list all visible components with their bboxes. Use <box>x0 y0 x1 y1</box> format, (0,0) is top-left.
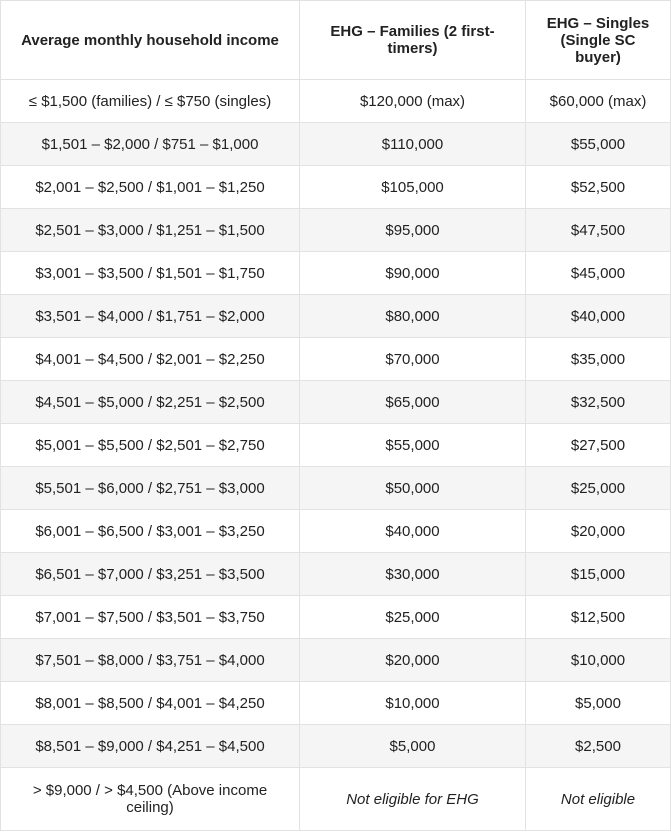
income-cell: $7,001 – $7,500 / $3,501 – $3,750 <box>0 595 300 639</box>
families-grant-cell: $30,000 <box>299 552 526 596</box>
table-row: $8,001 – $8,500 / $4,001 – $4,250 $10,00… <box>0 681 671 725</box>
income-cell: $6,501 – $7,000 / $3,251 – $3,500 <box>0 552 300 596</box>
income-cell: $8,501 – $9,000 / $4,251 – $4,500 <box>0 724 300 768</box>
header-singles: EHG – Singles (Single SC buyer) <box>525 0 671 80</box>
singles-grant-cell: $35,000 <box>525 337 671 381</box>
table-row: $6,001 – $6,500 / $3,001 – $3,250 $40,00… <box>0 509 671 553</box>
families-grant-cell: $55,000 <box>299 423 526 467</box>
header-row: Average monthly household income EHG – F… <box>0 0 671 80</box>
singles-grant-cell: $10,000 <box>525 638 671 682</box>
table-row: $4,001 – $4,500 / $2,001 – $2,250 $70,00… <box>0 337 671 381</box>
singles-grant-cell: $60,000 (max) <box>525 79 671 123</box>
families-grant-cell: $50,000 <box>299 466 526 510</box>
singles-grant-cell: $15,000 <box>525 552 671 596</box>
families-grant-cell: $40,000 <box>299 509 526 553</box>
singles-grant-cell: $25,000 <box>525 466 671 510</box>
table-row: ≤ $1,500 (families) / ≤ $750 (singles) $… <box>0 79 671 123</box>
header-families: EHG – Families (2 first-timers) <box>299 0 526 80</box>
table-row: $7,501 – $8,000 / $3,751 – $4,000 $20,00… <box>0 638 671 682</box>
income-cell: $2,501 – $3,000 / $1,251 – $1,500 <box>0 208 300 252</box>
income-cell: $2,001 – $2,500 / $1,001 – $1,250 <box>0 165 300 209</box>
singles-grant-cell: $5,000 <box>525 681 671 725</box>
table-row: $8,501 – $9,000 / $4,251 – $4,500 $5,000… <box>0 724 671 768</box>
singles-grant-cell: $12,500 <box>525 595 671 639</box>
income-cell: $7,501 – $8,000 / $3,751 – $4,000 <box>0 638 300 682</box>
income-cell: ≤ $1,500 (families) / ≤ $750 (singles) <box>0 79 300 123</box>
table-row: $3,001 – $3,500 / $1,501 – $1,750 $90,00… <box>0 251 671 295</box>
families-grant-cell: $120,000 (max) <box>299 79 526 123</box>
families-grant-cell: $65,000 <box>299 380 526 424</box>
income-cell: $1,501 – $2,000 / $751 – $1,000 <box>0 122 300 166</box>
families-grant-cell: $80,000 <box>299 294 526 338</box>
families-grant-cell: $20,000 <box>299 638 526 682</box>
families-grant-cell: $10,000 <box>299 681 526 725</box>
singles-grant-cell: $2,500 <box>525 724 671 768</box>
table-row: $4,501 – $5,000 / $2,251 – $2,500 $65,00… <box>0 380 671 424</box>
table-row: $2,501 – $3,000 / $1,251 – $1,500 $95,00… <box>0 208 671 252</box>
table-row: > $9,000 / > $4,500 (Above income ceilin… <box>0 767 671 831</box>
income-cell: $4,001 – $4,500 / $2,001 – $2,250 <box>0 337 300 381</box>
families-grant-cell: $95,000 <box>299 208 526 252</box>
income-cell: $3,001 – $3,500 / $1,501 – $1,750 <box>0 251 300 295</box>
table-row: $1,501 – $2,000 / $751 – $1,000 $110,000… <box>0 122 671 166</box>
table-row: $7,001 – $7,500 / $3,501 – $3,750 $25,00… <box>0 595 671 639</box>
table-row: $3,501 – $4,000 / $1,751 – $2,000 $80,00… <box>0 294 671 338</box>
header-income: Average monthly household income <box>0 0 300 80</box>
income-cell: $6,001 – $6,500 / $3,001 – $3,250 <box>0 509 300 553</box>
families-grant-cell: Not eligible for EHG <box>299 767 526 831</box>
income-cell: $5,501 – $6,000 / $2,751 – $3,000 <box>0 466 300 510</box>
singles-grant-cell: $32,500 <box>525 380 671 424</box>
table-row: $2,001 – $2,500 / $1,001 – $1,250 $105,0… <box>0 165 671 209</box>
families-grant-cell: $90,000 <box>299 251 526 295</box>
singles-grant-cell: $47,500 <box>525 208 671 252</box>
table-row: $5,001 – $5,500 / $2,501 – $2,750 $55,00… <box>0 423 671 467</box>
singles-grant-cell: $40,000 <box>525 294 671 338</box>
families-grant-cell: $25,000 <box>299 595 526 639</box>
singles-grant-cell: $52,500 <box>525 165 671 209</box>
income-cell: $4,501 – $5,000 / $2,251 – $2,500 <box>0 380 300 424</box>
table-header: Average monthly household income EHG – F… <box>0 0 671 80</box>
income-cell: $8,001 – $8,500 / $4,001 – $4,250 <box>0 681 300 725</box>
singles-grant-cell: Not eligible <box>525 767 671 831</box>
table-body: ≤ $1,500 (families) / ≤ $750 (singles) $… <box>0 79 671 831</box>
singles-grant-cell: $20,000 <box>525 509 671 553</box>
families-grant-cell: $5,000 <box>299 724 526 768</box>
income-cell: > $9,000 / > $4,500 (Above income ceilin… <box>0 767 300 831</box>
families-grant-cell: $70,000 <box>299 337 526 381</box>
families-grant-cell: $105,000 <box>299 165 526 209</box>
income-cell: $3,501 – $4,000 / $1,751 – $2,000 <box>0 294 300 338</box>
singles-grant-cell: $45,000 <box>525 251 671 295</box>
singles-grant-cell: $27,500 <box>525 423 671 467</box>
singles-grant-cell: $55,000 <box>525 122 671 166</box>
families-grant-cell: $110,000 <box>299 122 526 166</box>
table-row: $5,501 – $6,000 / $2,751 – $3,000 $50,00… <box>0 466 671 510</box>
table-row: $6,501 – $7,000 / $3,251 – $3,500 $30,00… <box>0 552 671 596</box>
income-cell: $5,001 – $5,500 / $2,501 – $2,750 <box>0 423 300 467</box>
